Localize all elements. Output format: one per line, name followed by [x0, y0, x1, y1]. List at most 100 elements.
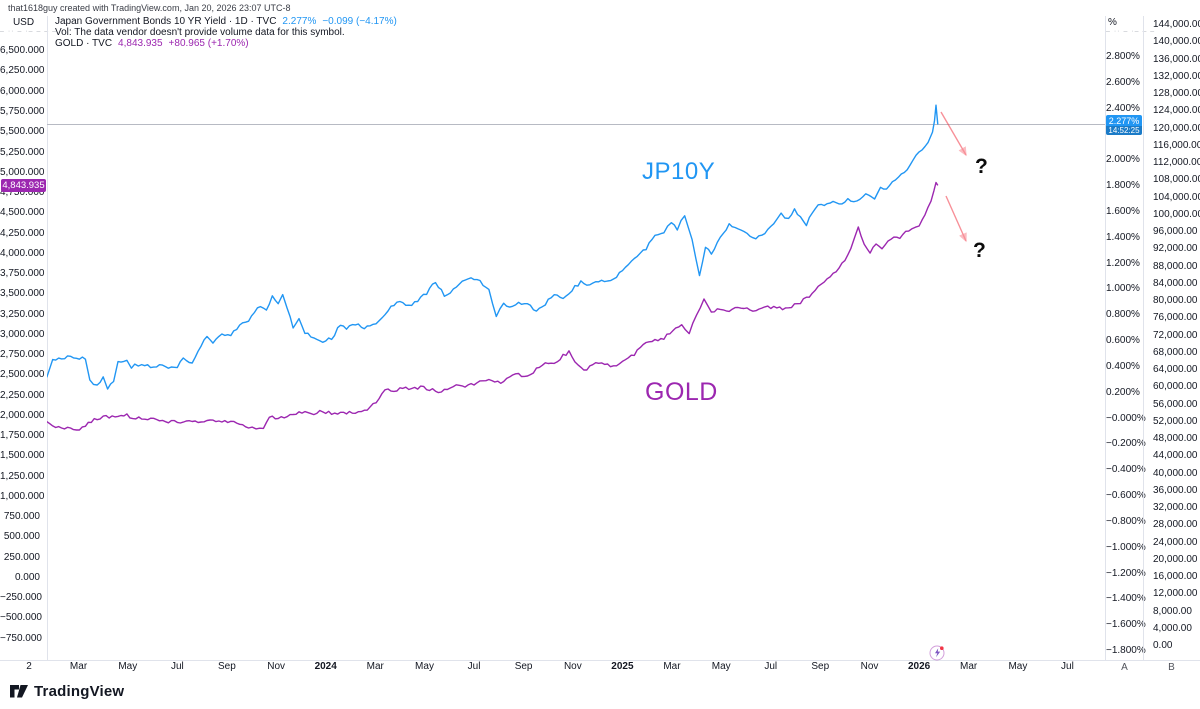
- axis-tick-label: 96,000.00: [1153, 226, 1198, 237]
- axis-tick-label: 1.600%: [1106, 205, 1140, 217]
- axis-tick-label: 1,750.000: [0, 430, 45, 442]
- legend-row-gold[interactable]: GOLD · TVC 4,843.935 +80.965 (+1.70%): [55, 38, 397, 49]
- axis-tick-label: 144,000.00: [1153, 19, 1200, 30]
- question-mark-annotation-1[interactable]: ?: [975, 155, 988, 178]
- time-tick-label: Mar: [663, 661, 681, 672]
- axis-tick-label: 0.00: [1153, 640, 1173, 651]
- time-tick-label: Jul: [170, 661, 184, 672]
- event-lightning-icon[interactable]: [929, 645, 945, 661]
- time-tick-label: 2025: [611, 661, 634, 672]
- time-tick-label: Jul: [1061, 661, 1074, 672]
- axis-tick-label: −0.400%: [1106, 464, 1146, 476]
- axis-tick-label: −0.800%: [1106, 515, 1146, 527]
- down-arrow-gold[interactable]: [945, 195, 967, 243]
- axis-tick-label: 2,500.000: [0, 369, 45, 381]
- axis-tick-label: 44,000.00: [1153, 450, 1198, 462]
- axis-tick-label: 0.000: [14, 571, 40, 583]
- axis-tick-label: 3,750.000: [0, 268, 45, 280]
- axis-tick-label: 4,000.00: [1153, 622, 1192, 634]
- axis-tick-label: 0.200%: [1106, 386, 1140, 398]
- axis-tick-label: 6,500.000: [0, 45, 45, 57]
- left-axis-separator: [47, 16, 48, 660]
- down-arrow-jp10y[interactable]: [940, 111, 967, 157]
- jp10y-series-line[interactable]: [47, 104, 939, 390]
- axis-tick-label: 2,750.000: [0, 349, 45, 361]
- axis-tick-label: 68,000.00: [1153, 346, 1198, 358]
- axis-tick-label: 2,000.000: [0, 409, 45, 421]
- volume-no-data-note: Vol: The data vendor doesn't provide vol…: [55, 27, 345, 38]
- tradingview-logo-icon: [10, 685, 28, 698]
- axis-tick-label: 88,000.00: [1153, 260, 1198, 272]
- time-tick-label: Jul: [764, 661, 778, 672]
- axis-tick-label: 112,000.00: [1153, 157, 1200, 168]
- axis-tick-label: 80,000.00: [1153, 295, 1198, 306]
- axis-tick-label: 3,500.000: [0, 288, 45, 300]
- jp10y-price-badge: 2.277% 14:52:25: [1106, 114, 1142, 135]
- axis-tick-label: 28,000.00: [1153, 519, 1198, 531]
- axis-tick-label: 250.000: [3, 551, 40, 563]
- axis-id-a: A: [1121, 662, 1128, 673]
- axis-tick-label: 2.600%: [1106, 76, 1140, 88]
- axis-tick-label: 5,000.000: [0, 166, 45, 178]
- axis-tick-label: 132,000.00: [1153, 70, 1200, 82]
- axis-tick-label: −0.000%: [1106, 412, 1146, 424]
- axis-tick-label: 3,000.000: [0, 328, 45, 340]
- axis-tick-label: 92,000.00: [1153, 243, 1198, 255]
- attribution-text: that1618guy created with TradingView.com…: [8, 3, 291, 13]
- axis-tick-label: 56,000.00: [1153, 398, 1198, 410]
- axis-tick-label: 5,500.000: [0, 126, 45, 138]
- axis-tick-label: 104,000.00: [1153, 191, 1200, 203]
- axis-tick-label: 100,000.00: [1153, 208, 1200, 220]
- axis-tick-label: 6,250.000: [0, 65, 45, 77]
- axis-tick-label: 1,500.000: [0, 450, 45, 462]
- axis-tick-label: 32,000.00: [1153, 502, 1198, 513]
- question-mark-annotation-2[interactable]: ?: [973, 239, 986, 262]
- axis-tick-label: 124,000.00: [1153, 105, 1200, 117]
- axis-tick-label: −750.000: [0, 632, 42, 644]
- time-tick-label: Nov: [563, 661, 582, 672]
- axis-tick-label: 84,000.00: [1153, 277, 1198, 289]
- legend-row-jp10y[interactable]: Japan Government Bonds 10 YR Yield · 1D …: [55, 16, 397, 27]
- axis-tick-label: 5,250.000: [0, 146, 45, 158]
- axis-tick-label: 4,750.000: [0, 187, 45, 199]
- gold-text-annotation[interactable]: GOLD: [645, 378, 718, 406]
- axis-tick-label: 120,000.00: [1153, 122, 1200, 134]
- axis-tick-label: 1,000.000: [0, 490, 45, 502]
- axis-tick-label: 108,000.00: [1153, 174, 1200, 186]
- time-tick-label: May: [711, 661, 731, 672]
- axis-tick-label: 40,000.00: [1153, 467, 1198, 479]
- axis-tick-label: 4,250.000: [0, 227, 45, 239]
- time-tick-label: Sep: [811, 661, 830, 672]
- axis-tick-label: 4,500.000: [0, 207, 45, 219]
- axis-tick-label: 1,250.000: [0, 470, 45, 482]
- time-tick-label: Mar: [366, 661, 384, 672]
- axis-tick-label: 1.200%: [1106, 257, 1140, 269]
- axis-tick-label: −0.200%: [1106, 438, 1146, 450]
- time-tick-label: Nov: [267, 661, 286, 672]
- axis-tick-label: 12,000.00: [1153, 588, 1198, 600]
- jp10y-badge-countdown: 14:52:25: [1106, 125, 1142, 135]
- time-tick-label: Sep: [217, 661, 236, 672]
- axis-tick-label: 1.000%: [1106, 283, 1140, 295]
- axis-tick-label: 4,000.000: [0, 247, 45, 259]
- tradingview-logo-text: TradingView: [34, 683, 125, 700]
- axis-tick-label: 20,000.00: [1153, 553, 1198, 565]
- symbol-change-jp10y: −0.099 (−4.17%): [322, 16, 397, 27]
- jp10y-text-annotation[interactable]: JP10Y: [642, 158, 716, 185]
- jp10y-badge-price: 2.277%: [1108, 115, 1140, 126]
- gold-price-badge: 4,843.935: [1, 178, 46, 192]
- axis-tick-label: 60,000.00: [1153, 381, 1198, 393]
- tradingview-logo[interactable]: TradingView: [10, 683, 124, 700]
- axis-tick-label: 1.800%: [1106, 180, 1140, 192]
- symbol-title-jp10y: Japan Government Bonds 10 YR Yield · 1D …: [55, 16, 277, 27]
- axis-tick-label: 0.800%: [1106, 309, 1140, 321]
- axis-tick-label: 0.400%: [1106, 360, 1140, 372]
- time-axis-separator: [0, 660, 1200, 661]
- axis-id-b: B: [1168, 662, 1175, 673]
- axis-tick-label: 5,750.000: [0, 105, 45, 117]
- legend-row-volume[interactable]: Vol: The data vendor doesn't provide vol…: [55, 27, 397, 38]
- axis-tick-label: −1.800%: [1106, 645, 1146, 657]
- gold-series-line[interactable]: [47, 181, 939, 431]
- axis-tick-label: 48,000.00: [1153, 433, 1198, 444]
